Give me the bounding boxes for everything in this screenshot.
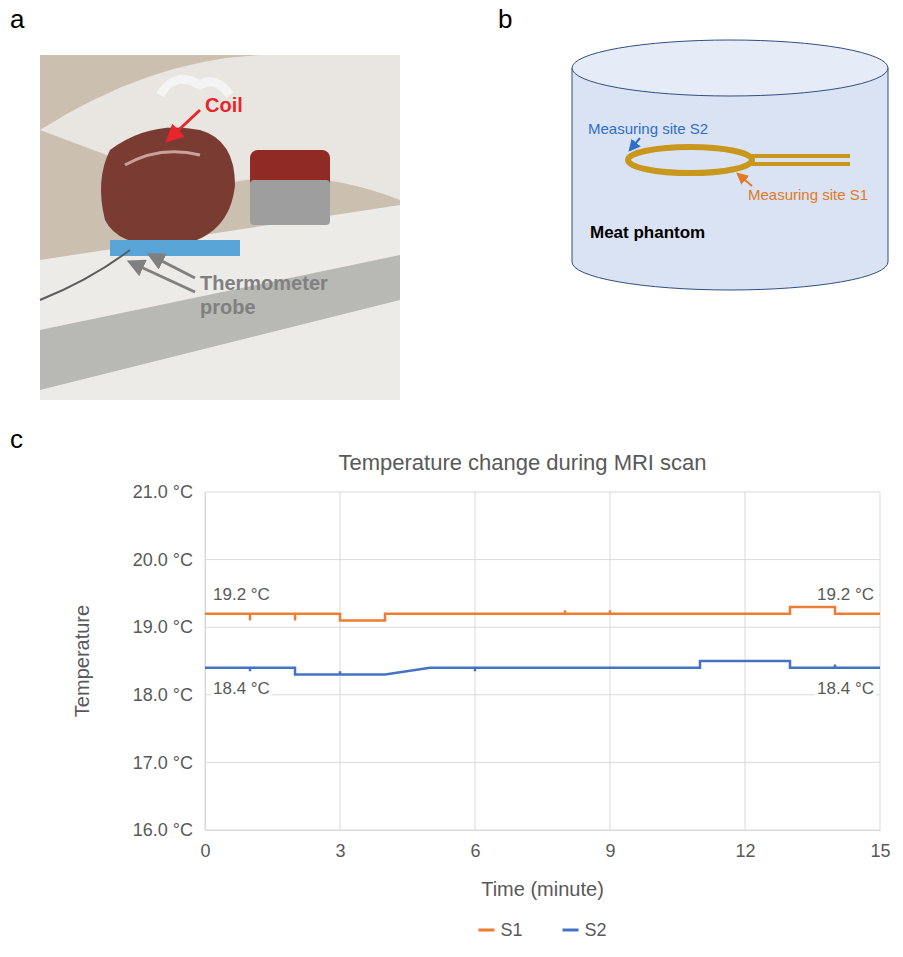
tick-label: 15	[870, 841, 890, 861]
tick-label: 3	[335, 841, 345, 861]
y-axis-title: Temperature	[71, 605, 93, 717]
tick: 18.0 °C	[133, 685, 205, 705]
table-rail	[40, 255, 400, 390]
tick: 19.0 °C	[133, 617, 205, 637]
blue-pad	[110, 240, 240, 256]
arrow-s1	[738, 174, 752, 186]
series-line	[205, 607, 880, 621]
tick-label: 0	[200, 841, 210, 861]
annotation: 19.2 °C	[817, 585, 874, 604]
label-s2: Measuring site S2	[588, 120, 708, 137]
series-line	[205, 661, 880, 675]
grid-line	[205, 830, 880, 831]
arrow-coil	[168, 110, 200, 140]
annotation: 18.4 °C	[213, 679, 270, 698]
annotation: 18.4 °C	[817, 679, 874, 698]
tick: 6	[470, 830, 480, 861]
panel-a: a Coil Thermometer probe	[10, 4, 400, 400]
legend-item: S1	[478, 920, 522, 940]
grid-line	[340, 492, 341, 830]
tick-label: 18.0 °C	[133, 685, 193, 705]
tick-label: 21.0 °C	[133, 482, 193, 502]
y-axis: 16.0 °C 17.0 °C 18.0 °C 19.0 °C 20.0 °C 21.0 …	[133, 482, 206, 840]
tick-label: 6	[470, 841, 480, 861]
cylinder-top	[572, 40, 888, 96]
label-phantom: Meat phantom	[590, 223, 705, 242]
photo-background	[40, 55, 400, 400]
annotation-background	[815, 679, 876, 698]
label-probe: Thermometer probe	[200, 272, 333, 318]
meat	[101, 128, 235, 246]
grid-line	[475, 492, 476, 830]
grid-line	[610, 492, 611, 830]
tick-label: 19.0 °C	[133, 617, 193, 637]
annotation-background	[815, 585, 876, 604]
tick: 17.0 °C	[133, 753, 205, 773]
device-base	[250, 180, 330, 225]
panel-b: b Measuring site S2 Measuring site S1 Meat …	[498, 4, 888, 290]
tick-label: 17.0 °C	[133, 753, 193, 773]
tick-label: 20.0 °C	[133, 550, 193, 570]
annotation-background	[211, 679, 272, 698]
tick: 9	[605, 830, 615, 861]
legend-swatch	[563, 929, 579, 932]
tick: 21.0 °C	[133, 482, 205, 502]
panel-letter: b	[498, 4, 512, 34]
legend-label: S1	[500, 920, 522, 940]
device	[250, 150, 330, 225]
legend-item: S2	[563, 920, 607, 940]
tick: 0	[200, 830, 210, 861]
plot-marks	[205, 607, 880, 675]
axis-line	[206, 830, 881, 831]
tick: 3	[335, 830, 345, 861]
x-axis-title: Time (minute)	[481, 878, 604, 900]
chart-title: Temperature change during MRI scan	[338, 450, 706, 475]
tick: 12	[735, 830, 755, 861]
grid-line	[205, 559, 880, 560]
annotation: 19.2 °C	[213, 585, 270, 604]
figure: a Coil Thermometer probe b Measuring site S2…	[0, 0, 903, 957]
tick-label: 9	[605, 841, 615, 861]
panel-letter: c	[10, 424, 23, 454]
arrow-s2	[630, 138, 640, 150]
legend-label: S2	[585, 920, 607, 940]
meat-fat	[125, 152, 200, 165]
tick-label: 12	[735, 841, 755, 861]
scanner-table	[40, 205, 400, 400]
tick: 20.0 °C	[133, 550, 205, 570]
label-coil: Coil	[205, 94, 243, 116]
grid-line	[205, 694, 880, 695]
legend: S1 S2	[478, 920, 606, 940]
coil-loop	[628, 147, 752, 173]
panel-letter: a	[10, 4, 25, 34]
coil-cable	[160, 79, 230, 95]
annotation-background	[211, 585, 272, 604]
grid-line	[205, 762, 880, 763]
panel-c: c Temperature change during MRI scan 16.0 …	[10, 424, 891, 940]
tick-label: 16.0 °C	[133, 820, 193, 840]
grid-line	[205, 492, 880, 493]
legend-swatch	[478, 929, 494, 932]
coil-leads	[748, 156, 850, 164]
probe-cable	[40, 250, 130, 300]
annotations: 19.2 °C 19.2 °C 18.4 °C 18.4 °C	[211, 585, 876, 698]
x-axis: 0 3 6 9 12 15	[200, 830, 890, 861]
arrow-probe	[130, 262, 195, 292]
tick: 16.0 °C	[133, 820, 205, 840]
label-s1: Measuring site S1	[748, 186, 868, 203]
grid-line	[205, 492, 206, 830]
axis-line	[205, 493, 206, 831]
grid-line	[205, 627, 880, 628]
cylinder-body	[572, 68, 888, 290]
grid-line	[880, 492, 881, 830]
tick: 15	[870, 830, 890, 861]
grid	[205, 492, 880, 830]
